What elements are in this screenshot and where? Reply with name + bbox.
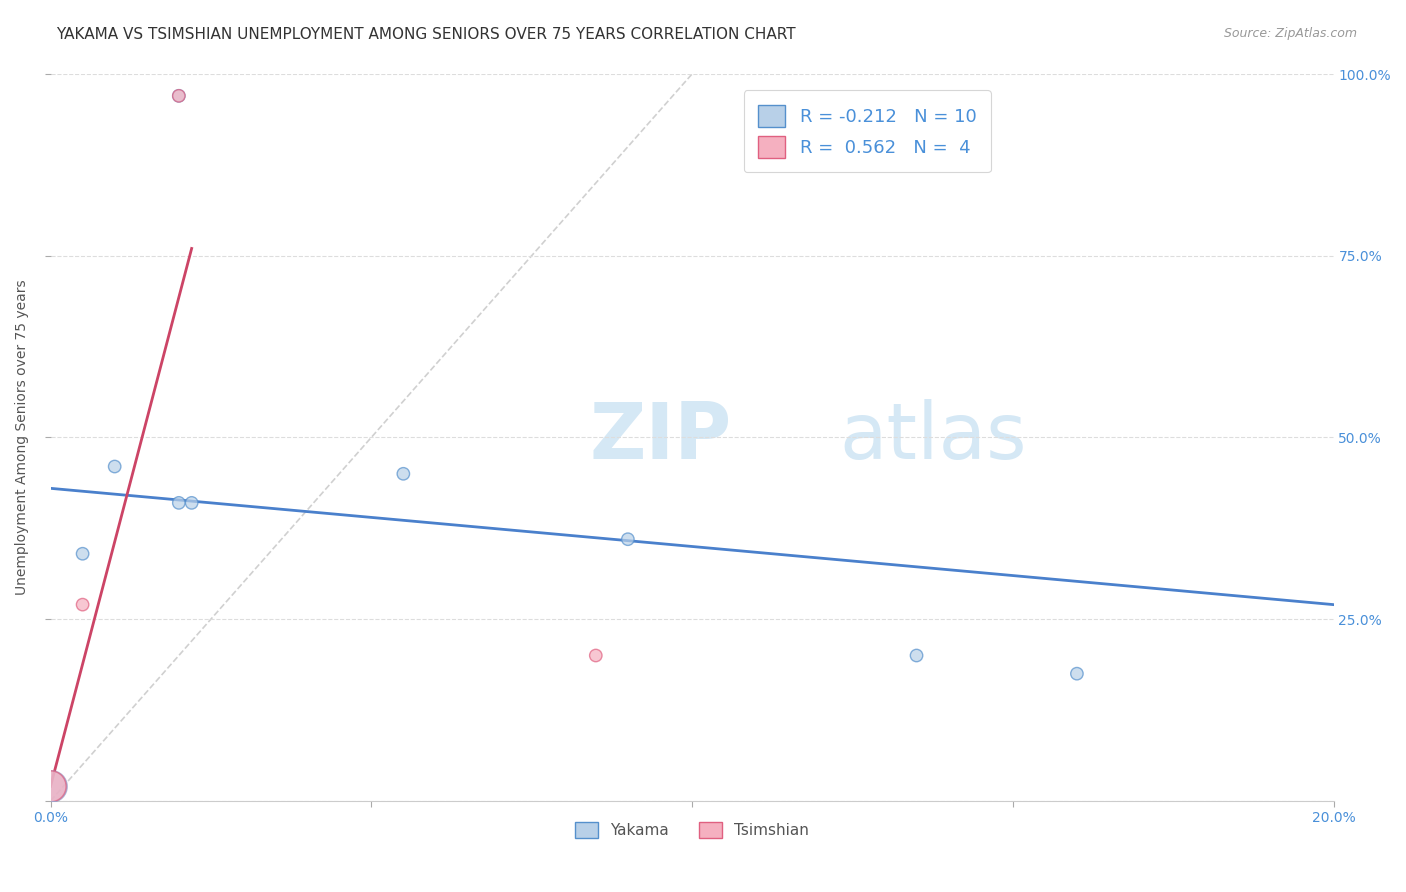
Point [392, 467, 415, 481]
Point [905, 648, 928, 663]
Point [167, 496, 190, 510]
Point [104, 459, 127, 474]
Legend: Yakama, Tsimshian: Yakama, Tsimshian [568, 816, 815, 844]
Text: atlas: atlas [839, 400, 1026, 475]
Point [72, 598, 94, 612]
Point [585, 648, 607, 663]
Point [167, 88, 190, 103]
Point [39, 780, 62, 794]
Text: Source: ZipAtlas.com: Source: ZipAtlas.com [1223, 27, 1357, 40]
Point [180, 496, 202, 510]
Text: YAKAMA VS TSIMSHIAN UNEMPLOYMENT AMONG SENIORS OVER 75 YEARS CORRELATION CHART: YAKAMA VS TSIMSHIAN UNEMPLOYMENT AMONG S… [56, 27, 796, 42]
Y-axis label: Unemployment Among Seniors over 75 years: Unemployment Among Seniors over 75 years [15, 279, 30, 595]
Point [72, 547, 94, 561]
Point [617, 532, 640, 546]
Point [1066, 666, 1088, 681]
Text: ZIP: ZIP [589, 400, 731, 475]
Point [39, 780, 62, 794]
Point [167, 88, 190, 103]
